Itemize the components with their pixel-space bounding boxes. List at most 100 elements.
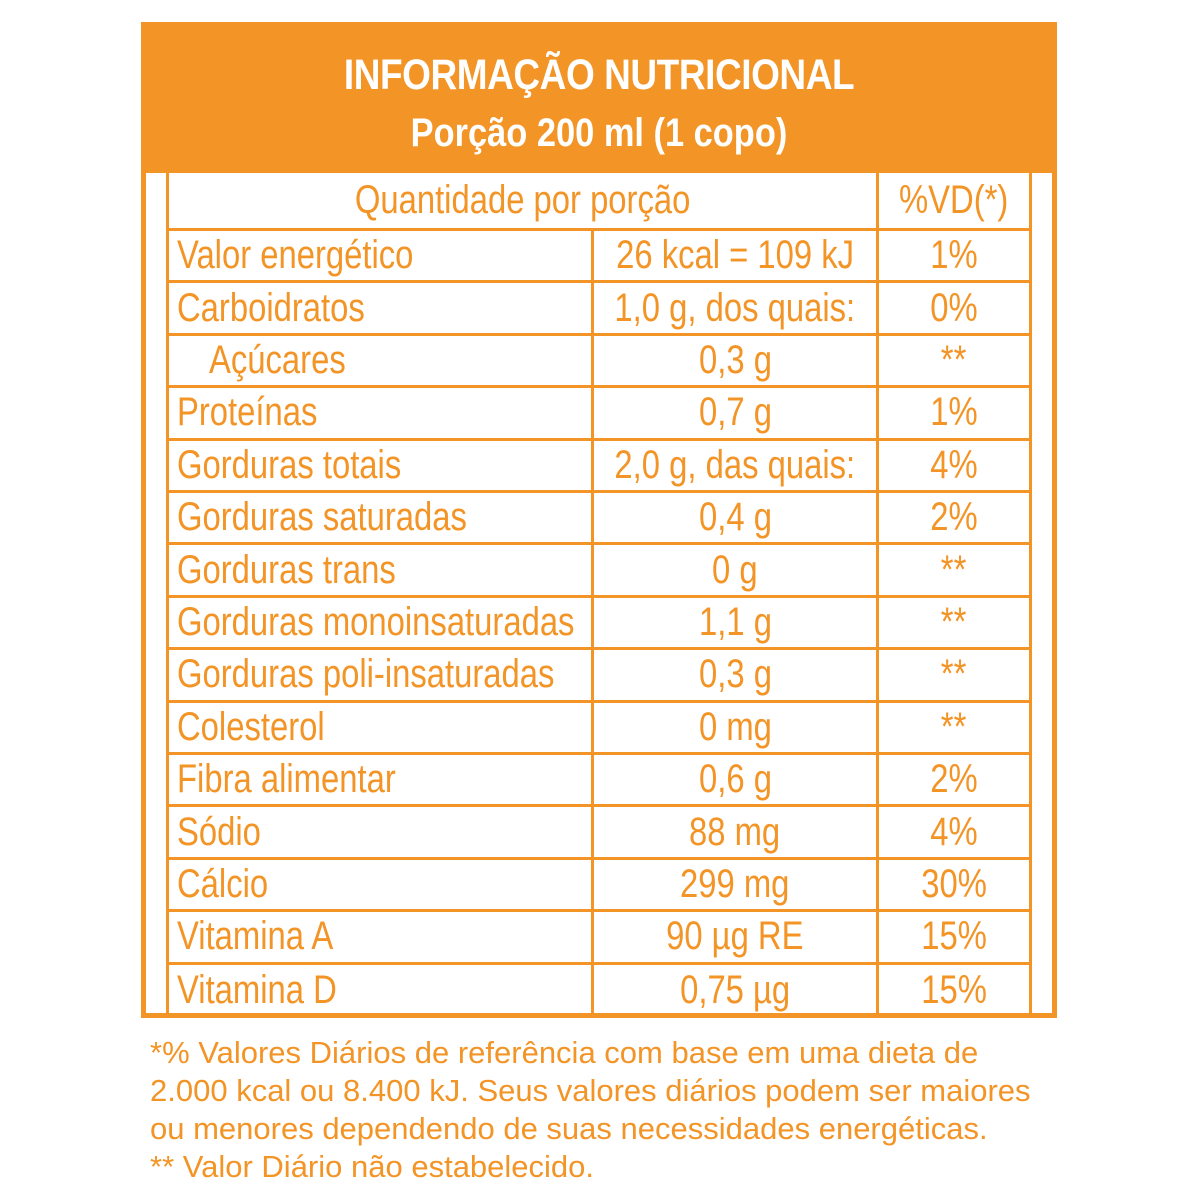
nutrient-name-cell: Cálcio [169, 859, 594, 910]
nutrient-amount-cell: 2,0 g, das quais: [594, 440, 879, 490]
table-row: Gorduras monoinsaturadas 1,1 g ** [169, 597, 1029, 651]
nutrient-name: Gorduras totais [177, 442, 402, 487]
nutrition-header: INFORMAÇÃO NUTRICIONAL Porção 200 ml (1 … [146, 27, 1052, 173]
nutrient-name-cell: Vitamina D [169, 964, 594, 1017]
nutrient-vd-cell: 4% [879, 807, 1029, 856]
nutrient-name: Valor energético [177, 233, 414, 278]
table-heading-row: Quantidade por porção %VD(*) [169, 173, 1029, 231]
nutrient-vd: ** [941, 704, 967, 749]
nutrient-vd: 4% [930, 442, 978, 487]
nutrient-amount-cell: 0,3 g [594, 335, 879, 386]
nutrient-name-cell: Gorduras totais [169, 440, 594, 490]
nutrient-amount: 0 g [712, 547, 758, 592]
nutrient-amount: 1,0 g, dos quais: [614, 285, 856, 330]
nutrient-amount: 0,7 g [698, 390, 772, 435]
nutrient-name: Gorduras saturadas [177, 495, 467, 540]
nutrient-name-cell: Proteínas [169, 388, 594, 438]
serving-size: Porção 200 ml (1 copo) [410, 111, 788, 155]
nutrient-vd-cell: 1% [879, 388, 1029, 437]
nutrient-vd: ** [941, 652, 967, 697]
nutrient-amount-cell: 1,0 g, dos quais: [594, 283, 879, 333]
table-row: Valor energético 26 kcal = 109 kJ 1% [169, 231, 1029, 284]
heading-quantity-cell: Quantidade por porção [169, 173, 879, 228]
table-row: Fibra alimentar 0,6 g 2% [169, 755, 1029, 808]
nutrient-vd: 1% [930, 233, 978, 278]
nutrient-vd-cell: 2% [879, 493, 1029, 542]
nutrient-amount-cell: 90 µg RE [594, 912, 879, 962]
nutrient-amount: 1,1 g [698, 599, 772, 644]
nutrient-name: Vitamina D [177, 968, 337, 1013]
nutrient-name: Sódio [177, 809, 261, 854]
nutrient-vd: 1% [930, 390, 978, 435]
nutrient-amount: 0,75 µg [679, 968, 791, 1013]
footnote-line: ** Valor Diário não estabelecido. [150, 1149, 595, 1184]
table-row: Gorduras totais 2,0 g, das quais: 4% [169, 440, 1029, 493]
nutrient-amount: 26 kcal = 109 kJ [616, 233, 854, 278]
nutrition-table: Quantidade por porção %VD(*) Valor energ… [166, 173, 1032, 1017]
table-row: Carboidratos 1,0 g, dos quais: 0% [169, 283, 1029, 336]
nutrient-vd-cell: 15% [879, 965, 1029, 1017]
nutrient-name: Vitamina A [177, 914, 334, 959]
nutrient-vd-cell: ** [879, 703, 1029, 752]
table-row: Gorduras poli-insaturadas 0,3 g ** [169, 650, 1029, 703]
nutrient-vd: 4% [930, 809, 978, 854]
nutrient-vd-cell: ** [879, 650, 1029, 699]
nutrient-name-cell: Sódio [169, 807, 594, 857]
table-row: Sódio 88 mg 4% [169, 807, 1029, 860]
nutrient-vd: ** [941, 599, 967, 644]
nutrient-amount-cell: 0,3 g [594, 650, 879, 700]
nutrient-name-cell: Gorduras monoinsaturadas [169, 597, 594, 648]
nutrient-name-cell: Fibra alimentar [169, 755, 594, 805]
nutrient-amount: 0,3 g [698, 337, 772, 382]
nutrient-name-cell: Gorduras poli-insaturadas [169, 650, 594, 700]
nutrition-facts-panel: INFORMAÇÃO NUTRICIONAL Porção 200 ml (1 … [141, 22, 1057, 1018]
nutrient-vd-cell: ** [879, 598, 1029, 647]
nutrient-name: Colesterol [177, 704, 325, 749]
footnote-line: ou menores dependendo de suas necessidad… [150, 1111, 988, 1146]
nutrient-name-cell: Gorduras trans [169, 545, 594, 595]
nutrient-vd-cell: 1% [879, 231, 1029, 280]
nutrient-amount: 88 mg [689, 809, 781, 854]
nutrient-name-cell: Valor energético [169, 231, 594, 281]
nutrient-vd: 2% [930, 757, 978, 802]
nutrient-vd-cell: 30% [879, 860, 1029, 909]
nutrient-vd-cell: 0% [879, 283, 1029, 332]
nutrient-vd-cell: ** [879, 336, 1029, 385]
nutrient-amount-cell: 0 mg [594, 702, 879, 752]
nutrient-amount: 0,4 g [698, 495, 772, 540]
table-row: Cálcio 299 mg 30% [169, 859, 1029, 913]
nutrient-amount: 2,0 g, das quais: [614, 442, 856, 487]
nutrient-name-cell: Gorduras saturadas [169, 493, 594, 543]
nutrient-amount-cell: 0,4 g [594, 493, 879, 543]
nutrient-vd: 15% [921, 968, 987, 1013]
nutrient-name-cell: Colesterol [169, 702, 594, 752]
table-row: Proteínas 0,7 g 1% [169, 388, 1029, 441]
nutrient-vd-cell: ** [879, 545, 1029, 594]
nutrient-vd-cell: 4% [879, 441, 1029, 490]
nutrient-amount-cell: 299 mg [594, 859, 879, 910]
nutrient-vd: 15% [921, 914, 987, 959]
nutrient-vd-cell: 15% [879, 912, 1029, 961]
footnote-line: *% Valores Diários de referência com bas… [150, 1035, 979, 1070]
nutrient-amount-cell: 1,1 g [594, 597, 879, 648]
nutrient-amount-cell: 26 kcal = 109 kJ [594, 231, 879, 281]
nutrient-amount: 299 mg [680, 861, 790, 906]
heading-vd: %VD(*) [899, 178, 1009, 222]
nutrient-amount: 0,6 g [698, 757, 772, 802]
nutrient-vd: ** [941, 547, 967, 592]
table-row: Colesterol 0 mg ** [169, 702, 1029, 755]
footnote: *% Valores Diários de referência com bas… [150, 1034, 1150, 1186]
nutrient-amount-cell: 0,75 µg [594, 964, 879, 1017]
nutrient-name: Gorduras trans [177, 547, 396, 592]
heading-quantity: Quantidade por porção [354, 178, 691, 222]
nutrient-amount: 0 mg [698, 704, 772, 749]
nutrient-name-cell: Vitamina A [169, 912, 594, 962]
table-row: Vitamina D 0,75 µg 15% [169, 964, 1029, 1017]
nutrient-vd-cell: 2% [879, 755, 1029, 804]
nutrient-amount-cell: 0,7 g [594, 388, 879, 438]
table-row: Gorduras trans 0 g ** [169, 545, 1029, 598]
nutrient-name-cell: Açúcares [169, 335, 594, 386]
nutrient-amount-cell: 88 mg [594, 807, 879, 857]
heading-vd-cell: %VD(*) [879, 173, 1029, 228]
nutrient-name: Cálcio [177, 861, 269, 906]
